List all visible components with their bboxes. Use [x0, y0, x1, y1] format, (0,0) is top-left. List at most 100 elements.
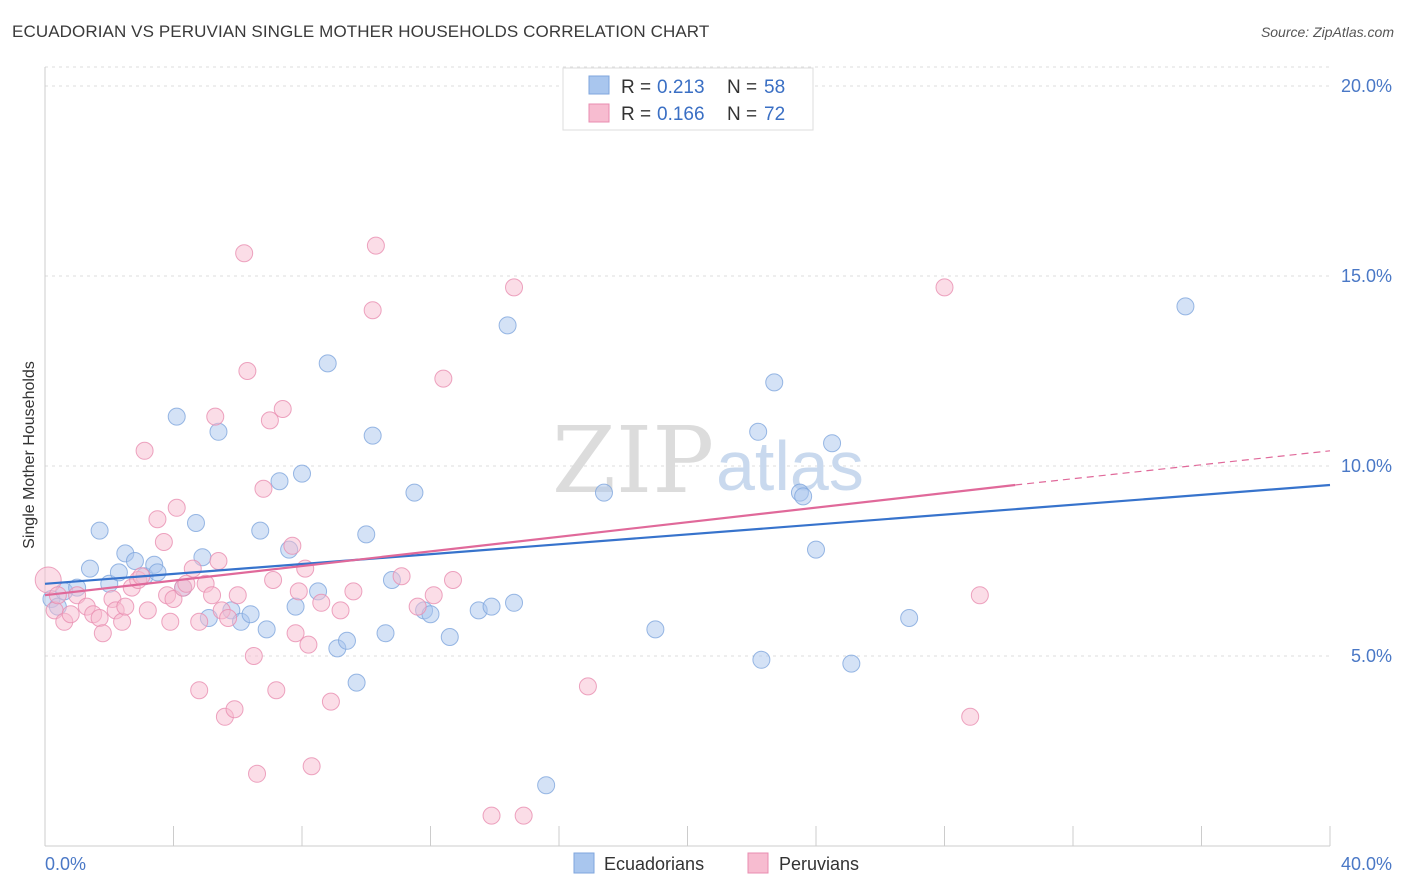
peruvian-point-27	[183, 559, 202, 578]
peruvian-point-60	[392, 567, 411, 586]
chart-title: ECUADORIAN VS PERUVIAN SINGLE MOTHER HOU…	[12, 22, 710, 41]
peruvian-point-44	[260, 411, 279, 430]
peruvian-point-41	[244, 647, 263, 665]
peruvian-point-52	[299, 635, 318, 654]
bottom-legend-swatch-ecuadorians	[573, 852, 595, 874]
peruvian-point-70	[961, 707, 980, 726]
peruvian-point-8	[90, 609, 109, 627]
peruvian-point-50	[289, 582, 308, 601]
x-tick-marks	[44, 826, 1331, 846]
peruvian-point-62	[424, 586, 443, 605]
trend-line-peruvians	[44, 483, 1016, 597]
ecuadorian-point-21	[241, 605, 260, 624]
source-credit: Source: ZipAtlas.com	[1260, 24, 1394, 40]
ecuadorian-point-15	[186, 514, 205, 532]
legend-n-label-ecuadorians: N =	[727, 77, 757, 98]
peruvian-point-46	[267, 681, 286, 700]
peruvian-point-38	[228, 586, 247, 605]
ecuadorian-point-42	[482, 597, 501, 616]
y-tick-label-2: 15.0%	[1341, 266, 1392, 286]
peruvian-point-20	[154, 533, 173, 551]
peruvian-point-24	[167, 498, 186, 517]
legend: R = 0.213 N = 58 R = 0.166 N = 72	[562, 67, 814, 131]
ecuadorian-point-55	[842, 654, 861, 673]
peruvian-point-45	[264, 571, 283, 589]
ecuadorian-point-49	[752, 650, 771, 669]
peruvian-point-67	[514, 806, 533, 825]
legend-n-value-ecuadorians: 58	[764, 77, 785, 98]
peruvian-point-55	[321, 692, 340, 711]
peruvian-point-0	[34, 566, 62, 594]
peruvian-point-47	[273, 400, 292, 418]
x-tick-label-min: 0.0%	[45, 854, 86, 874]
ecuadorian-point-34	[363, 426, 382, 445]
peruvian-point-61	[408, 597, 427, 616]
peruvian-point-57	[344, 582, 363, 601]
legend-n-label-peruvians: N =	[727, 104, 757, 125]
peruvian-point-48	[283, 536, 302, 555]
y-tick-label-1: 10.0%	[1341, 456, 1392, 476]
peruvian-point-65	[482, 806, 501, 825]
ecuadorian-point-56	[900, 609, 919, 627]
peruvian-point-36	[219, 609, 238, 627]
peruvian-point-42	[248, 764, 267, 783]
ecuadorian-point-50	[765, 373, 784, 392]
legend-r-value-peruvians: 0.166	[657, 104, 705, 125]
y-axis-label: Single Mother Households	[21, 361, 38, 549]
peruvian-point-13	[116, 597, 135, 616]
peruvian-point-49	[286, 624, 305, 643]
peruvian-point-39	[235, 244, 254, 263]
peruvian-point-66	[505, 278, 524, 297]
ecuadorian-point-54	[823, 434, 842, 453]
peruvian-point-9	[93, 624, 112, 643]
peruvian-point-29	[190, 681, 209, 700]
ecuadorian-point-45	[537, 776, 556, 795]
ecuadorian-point-44	[505, 593, 524, 612]
peruvian-point-53	[302, 757, 321, 776]
ecuadorian-point-43	[498, 316, 517, 335]
legend-r-label-peruvians: R =	[621, 104, 651, 125]
ecuadorian-point-26	[286, 597, 305, 616]
peruvian-point-56	[331, 601, 350, 620]
ecuadorian-point-52	[794, 487, 813, 506]
peruvian-point-4	[61, 605, 80, 624]
ecuadorian-point-18	[209, 422, 228, 441]
ecuadorian-point-46	[594, 483, 613, 502]
legend-r-label-ecuadorians: R =	[621, 77, 651, 98]
x-tick-label-max: 40.0%	[1341, 854, 1392, 874]
peruvian-point-22	[161, 612, 180, 631]
legend-n-value-peruvians: 72	[764, 104, 785, 125]
watermark-atlas: atlas	[716, 427, 864, 505]
ecuadorian-point-31	[337, 631, 356, 650]
ecuadorian-point-5	[90, 521, 109, 540]
ecuadorian-point-33	[357, 525, 376, 544]
peruvian-point-59	[366, 236, 385, 255]
peruvian-point-68	[578, 677, 597, 696]
peruvian-point-31	[203, 586, 222, 605]
trend-line-ecuadorians	[44, 483, 1331, 585]
peruvian-point-37	[225, 700, 244, 719]
peruvian-point-32	[206, 407, 225, 426]
ecuadorian-point-9	[125, 552, 144, 570]
ecuadorian-point-4	[80, 559, 99, 578]
bottom-legend-label-peruvians: Peruvians	[779, 854, 859, 874]
ecuadorian-point-53	[807, 540, 825, 559]
y-tick-label-3: 20.0%	[1341, 76, 1392, 96]
peruvian-point-58	[363, 301, 382, 320]
ecuadorian-point-23	[257, 620, 276, 639]
ecuadorian-point-24	[270, 472, 289, 491]
peruvian-point-12	[113, 612, 132, 631]
peruvian-point-54	[312, 593, 331, 612]
peruvian-point-40	[238, 362, 257, 380]
gridlines	[45, 66, 1330, 657]
ecuadorian-point-22	[251, 521, 270, 540]
legend-r-value-ecuadorians: 0.213	[657, 77, 705, 98]
ecuadorian-point-57	[1176, 297, 1195, 316]
peruvian-point-17	[135, 441, 154, 460]
series-ecuadorians-points	[42, 297, 1195, 795]
ecuadorian-point-37	[405, 483, 424, 502]
ecuadorian-point-32	[347, 673, 366, 692]
watermark-zip: ZIP	[552, 407, 714, 514]
y-tick-labels: 5.0% 10.0% 15.0% 20.0%	[1341, 76, 1392, 666]
